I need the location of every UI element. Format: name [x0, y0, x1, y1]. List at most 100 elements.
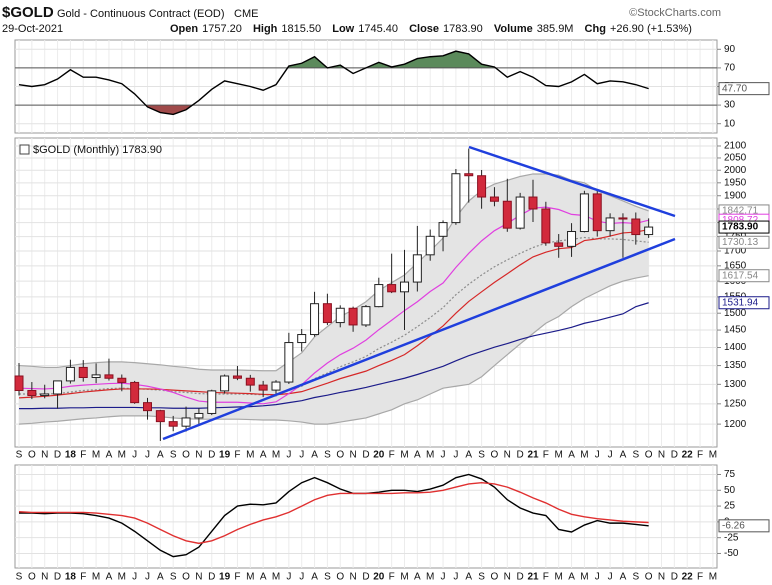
- candle-body: [489, 196, 499, 202]
- x-tick-label: N: [41, 450, 48, 461]
- value-box: [718, 269, 770, 283]
- x-tick-label: S: [632, 572, 639, 583]
- candle-body: [374, 284, 384, 308]
- x-tick-label: A: [465, 450, 472, 461]
- y-tick-label: 2000: [724, 165, 747, 176]
- x-tick-label: M: [246, 450, 254, 461]
- y-tick-label: 2050: [724, 153, 747, 164]
- x-tick-label: J: [132, 572, 137, 583]
- x-tick-label: F: [543, 572, 549, 583]
- x-tick-label: D: [208, 450, 215, 461]
- value-box: [718, 235, 770, 249]
- x-tick-label: A: [260, 572, 267, 583]
- x-tick-label: S: [478, 572, 485, 583]
- x-tick-label: S: [478, 450, 485, 461]
- x-tick-label: A: [106, 572, 113, 583]
- value-box: [718, 220, 770, 234]
- x-tick-label: J: [145, 450, 150, 461]
- candle-body: [464, 173, 474, 177]
- candle-body: [310, 303, 320, 336]
- x-tick-label: O: [182, 572, 190, 583]
- candle-body: [592, 193, 602, 232]
- candle-body: [502, 200, 512, 229]
- x-tick-label: A: [620, 450, 627, 461]
- x-tick-label: 18: [65, 572, 77, 583]
- x-tick-label: J: [608, 450, 613, 461]
- x-tick-label: M: [426, 572, 434, 583]
- x-tick-label: S: [324, 450, 331, 461]
- x-tick-label: J: [299, 450, 304, 461]
- candle-body: [567, 231, 577, 247]
- candle-body: [53, 380, 63, 395]
- y-tick-label: 50: [724, 485, 736, 496]
- y-tick-label: 1200: [724, 419, 747, 430]
- overlay-line: [18, 228, 649, 399]
- level-area: [19, 105, 649, 115]
- x-tick-label: F: [697, 450, 703, 461]
- x-tick-label: M: [555, 572, 563, 583]
- x-tick-label: A: [568, 572, 575, 583]
- panel-title: $GOLD (Monthly) 1783.90: [33, 144, 162, 156]
- x-tick-label: 21: [527, 572, 539, 583]
- x-tick-label: N: [349, 572, 356, 583]
- x-tick-label: M: [580, 450, 588, 461]
- candle-body: [130, 381, 140, 404]
- trend-line: [162, 237, 676, 441]
- y-tick-label: -50: [724, 548, 739, 559]
- stat-label: Volume: [494, 23, 533, 35]
- overlay-line: [19, 302, 649, 410]
- y-tick-label: 90: [724, 44, 736, 55]
- candle-body: [40, 393, 50, 397]
- y-tick-label: 2100: [724, 141, 747, 152]
- x-tick-label: 20: [373, 450, 385, 461]
- stat-value: 1757.20: [202, 23, 242, 35]
- candle-body: [605, 217, 615, 232]
- line-series: [18, 50, 649, 116]
- value-box-label: -6.26: [722, 520, 745, 531]
- overlay-line: [18, 173, 649, 372]
- x-tick-label: M: [426, 450, 434, 461]
- x-tick-label: D: [517, 450, 524, 461]
- candle-body: [579, 193, 589, 233]
- x-tick-label: N: [658, 572, 665, 583]
- x-tick-label: A: [260, 450, 267, 461]
- candle-body: [387, 284, 397, 293]
- x-tick-label: M: [92, 450, 100, 461]
- x-tick-label: J: [453, 450, 458, 461]
- line-series: [19, 473, 649, 558]
- overlay-line: [18, 275, 649, 425]
- x-tick-label: D: [362, 572, 369, 583]
- y-tick-label: -25: [724, 532, 739, 543]
- x-tick-label: 18: [65, 450, 77, 461]
- symbol: $GOLD: [2, 4, 54, 21]
- x-tick-label: N: [504, 572, 511, 583]
- x-tick-label: J: [595, 450, 600, 461]
- candle-body: [78, 366, 88, 378]
- x-tick-label: D: [671, 572, 678, 583]
- candle-body: [207, 390, 217, 414]
- x-tick-label: M: [92, 572, 100, 583]
- x-tick-label: M: [118, 450, 126, 461]
- x-tick-label: F: [80, 572, 86, 583]
- x-tick-label: J: [453, 572, 458, 583]
- candle-body: [400, 281, 409, 293]
- x-tick-label: M: [580, 572, 588, 583]
- x-tick-label: N: [349, 450, 356, 461]
- stat-label: Close: [409, 23, 439, 35]
- candle-body: [65, 366, 75, 382]
- x-tick-label: S: [324, 572, 331, 583]
- candle-body: [425, 235, 435, 256]
- candle-body: [348, 307, 358, 326]
- x-tick-label: D: [517, 572, 524, 583]
- level-area: [287, 51, 496, 68]
- x-tick-label: F: [543, 450, 549, 461]
- x-tick-label: S: [170, 450, 177, 461]
- candle-body: [181, 417, 191, 427]
- y-tick-label: 1900: [724, 190, 747, 201]
- x-tick-label: A: [465, 572, 472, 583]
- x-tick-label: J: [595, 572, 600, 583]
- y-tick-label: 1250: [724, 398, 747, 409]
- x-tick-label: 19: [219, 450, 231, 461]
- x-tick-label: N: [195, 572, 202, 583]
- candle-body: [143, 402, 152, 412]
